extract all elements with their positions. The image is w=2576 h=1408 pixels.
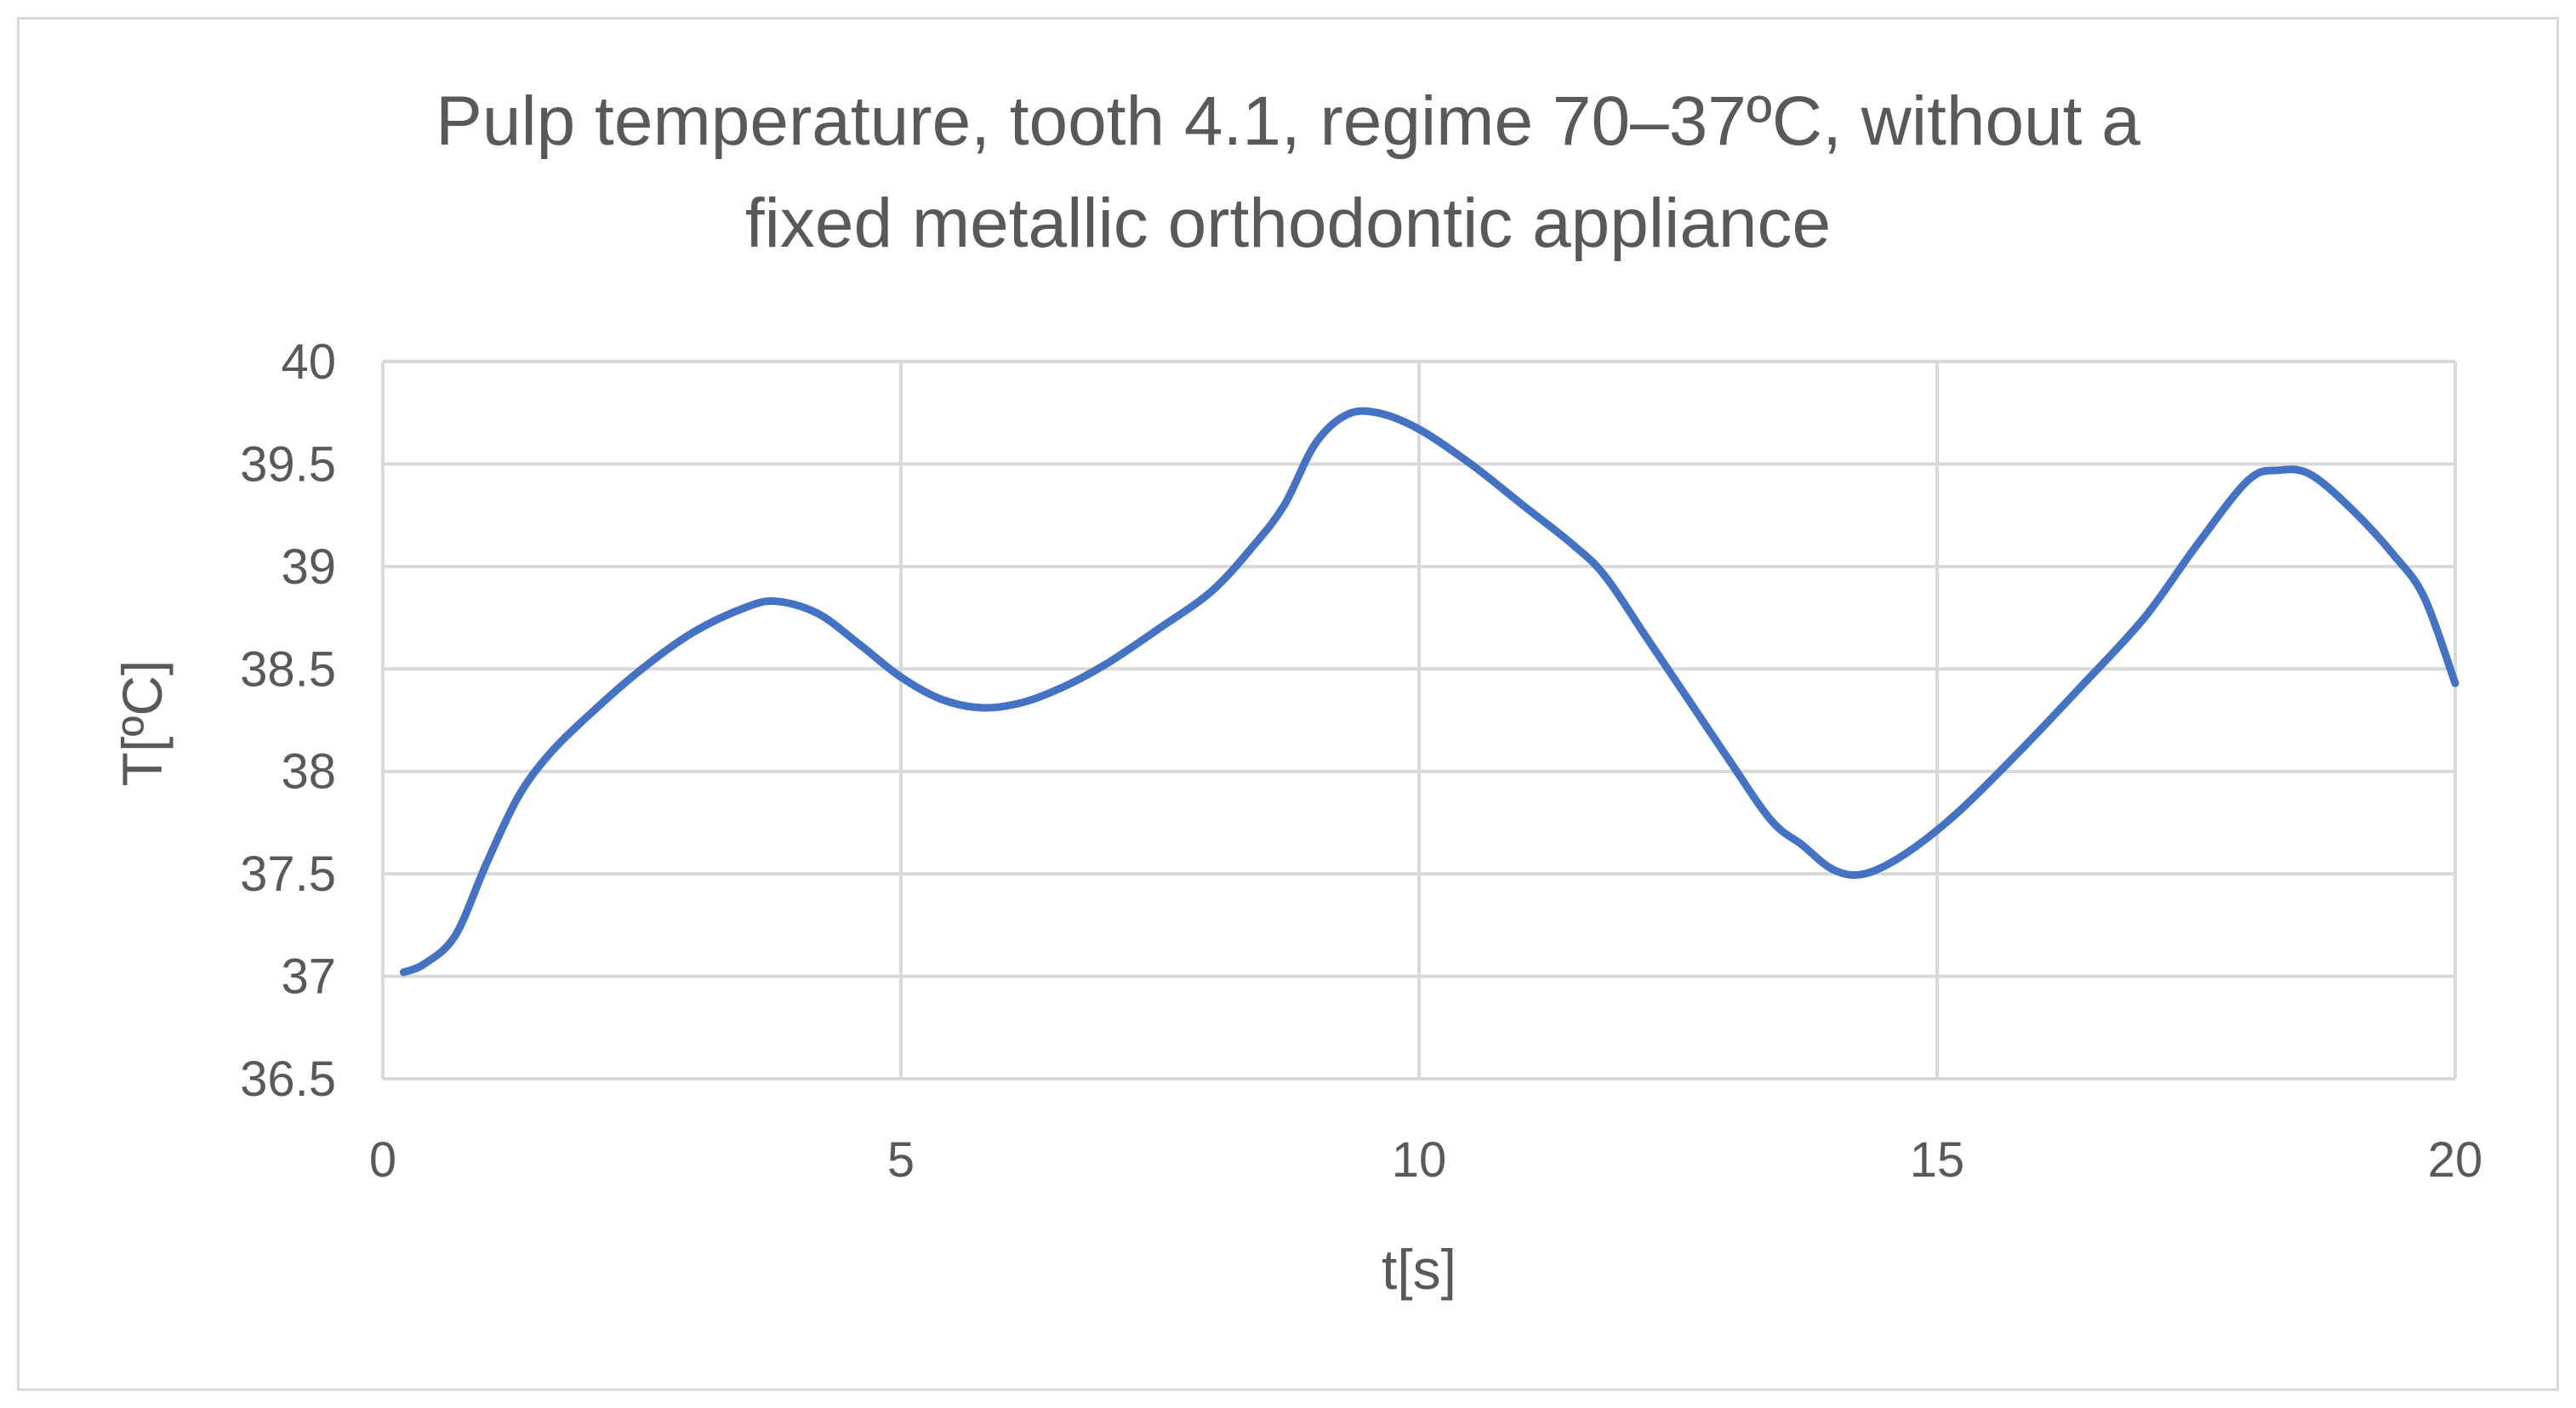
grid	[381, 360, 2457, 1080]
y-tick-label: 36.5	[240, 1052, 336, 1107]
y-tick-label: 38.5	[240, 641, 336, 697]
y-tick-label: 39.5	[240, 436, 336, 492]
x-axis-label: t[s]	[1382, 1238, 1456, 1301]
x-tick-label: 15	[1910, 1132, 1965, 1188]
series-line	[399, 407, 2459, 977]
x-tick-label: 5	[887, 1132, 915, 1188]
x-tick-label: 10	[1392, 1132, 1447, 1188]
chart-title-line-1: Pulp temperature, tooth 4.1, regime 70–3…	[436, 83, 2140, 160]
y-tick-label: 39	[281, 539, 336, 595]
y-axis-label: T[ºC]	[111, 660, 174, 787]
x-tick-label: 20	[2428, 1132, 2483, 1188]
y-tick-label: 37.5	[240, 847, 336, 902]
tick-labels: 36.5 37 37.5 38 38.5 39 39.5 40 0 5 10 15 20	[240, 334, 2482, 1188]
x-tick-label: 0	[369, 1132, 396, 1188]
y-tick-label: 38	[281, 744, 336, 800]
y-tick-label: 37	[281, 949, 336, 1005]
chart-title-line-2: fixed metallic orthodontic appliance	[745, 185, 1831, 262]
y-tick-label: 40	[281, 334, 336, 390]
chart-frame	[17, 17, 2559, 1391]
